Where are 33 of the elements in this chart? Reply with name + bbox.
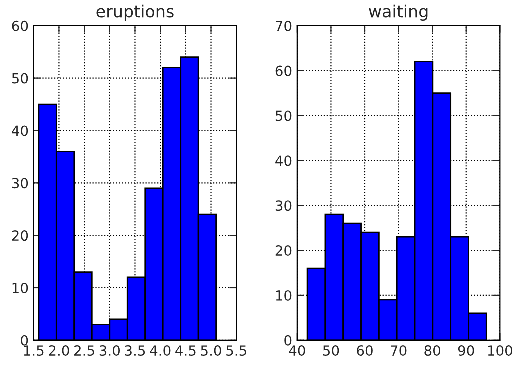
y-tick-label: 50 (12, 73, 28, 84)
y-tick-label: 0 (284, 335, 292, 346)
x-tick-label: 40 (289, 346, 306, 356)
x-tick-label: 1.5 (24, 346, 44, 356)
x-tick-label: 70 (391, 346, 407, 356)
y-tick-label: 60 (12, 20, 28, 32)
x-tick-label: 60 (357, 346, 373, 356)
x-tick-label: 3.0 (100, 346, 120, 356)
y-tick-label: 50 (276, 110, 292, 122)
y-tick-label: 60 (276, 66, 292, 76)
y-tick-label: 40 (12, 126, 28, 136)
x-tick-label: 4.5 (176, 346, 196, 356)
x-tick-label: 100 (488, 346, 512, 356)
x-tick-label: 2.5 (74, 346, 94, 356)
y-tick-label: 10 (276, 290, 292, 301)
y-tick-label: 30 (276, 200, 292, 212)
x-tick-label: 5.5 (226, 346, 246, 356)
x-tick-label: 80 (424, 346, 440, 356)
x-tick-label: 2.0 (49, 346, 70, 356)
x-tick-label: 90 (458, 346, 474, 356)
y-tick-label: 30 (12, 178, 28, 189)
y-tick-label: 20 (276, 246, 292, 256)
chart-title: waiting (369, 4, 428, 22)
y-tick-label: 40 (276, 156, 292, 166)
y-tick-label: 70 (276, 20, 292, 32)
x-tick-label: 5.0 (201, 346, 222, 356)
y-tick-label: 10 (12, 282, 28, 294)
y-tick-label: 20 (12, 230, 28, 242)
y-tick-label: 0 (21, 335, 28, 346)
x-tick-label: 4.0 (150, 346, 171, 356)
x-tick-label: 3.5 (125, 346, 146, 356)
x-tick-label: 50 (323, 346, 340, 356)
chart-title: eruptions (96, 4, 174, 22)
